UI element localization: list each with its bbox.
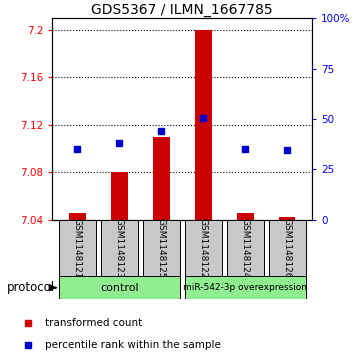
Bar bbox=[111, 172, 128, 220]
Text: GSM1148121: GSM1148121 bbox=[73, 219, 82, 279]
Bar bbox=[279, 217, 296, 220]
Text: GSM1148124: GSM1148124 bbox=[241, 219, 250, 279]
Bar bbox=[237, 212, 253, 220]
Text: percentile rank within the sample: percentile rank within the sample bbox=[45, 340, 221, 350]
Bar bbox=[195, 30, 212, 220]
Text: miR-542-3p overexpression: miR-542-3p overexpression bbox=[183, 283, 307, 292]
Bar bbox=[59, 276, 180, 299]
Text: control: control bbox=[100, 283, 139, 293]
Text: GSM1148126: GSM1148126 bbox=[283, 219, 292, 279]
Bar bbox=[69, 212, 86, 220]
Text: GSM1148123: GSM1148123 bbox=[115, 219, 124, 279]
Text: transformed count: transformed count bbox=[45, 318, 142, 328]
Bar bbox=[227, 220, 264, 278]
Bar bbox=[153, 136, 170, 220]
Bar bbox=[185, 276, 305, 299]
Bar bbox=[59, 220, 96, 278]
Bar bbox=[269, 220, 305, 278]
Text: GSM1148125: GSM1148125 bbox=[157, 219, 166, 279]
Bar bbox=[101, 220, 138, 278]
Text: protocol: protocol bbox=[7, 281, 55, 294]
Title: GDS5367 / ILMN_1667785: GDS5367 / ILMN_1667785 bbox=[91, 3, 273, 17]
Bar bbox=[143, 220, 180, 278]
Text: GSM1148122: GSM1148122 bbox=[199, 219, 208, 279]
Bar bbox=[185, 220, 222, 278]
